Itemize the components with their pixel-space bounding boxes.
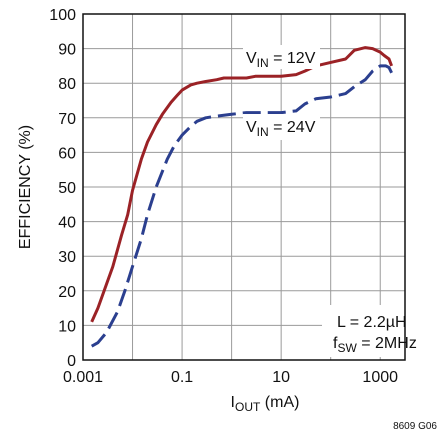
x-tick-label: 0.1 — [171, 369, 193, 386]
y-tick-label: 80 — [58, 76, 76, 93]
conditions-annotation: L = 2.2µH fSW = 2MHz — [322, 305, 417, 357]
x-tick-label: 1000 — [362, 369, 398, 386]
x-tick-label: 0.001 — [63, 369, 103, 386]
x-tick-label: 10 — [272, 369, 290, 386]
series-label-vin-24v: VIN = 24V — [243, 114, 320, 140]
y-tick-label: 60 — [58, 145, 76, 162]
inductor-annotation: L = 2.2µH — [337, 314, 407, 331]
y-tick-label: 50 — [58, 180, 76, 197]
series-line-vin-24v — [90, 64, 393, 348]
y-tick-label: 40 — [58, 215, 76, 232]
y-tick-label: 30 — [58, 249, 76, 266]
y-axis-label: EFFICIENCY (%) — [17, 125, 34, 249]
y-tick-label: 20 — [58, 284, 76, 301]
frequency-annotation: fSW = 2MHz — [333, 335, 417, 355]
y-tick-label: 0 — [67, 353, 76, 370]
series-label-vin-12v: VIN = 12V — [243, 45, 320, 70]
y-tick-labels: 0 10 20 30 40 50 60 70 80 90 100 — [49, 7, 76, 370]
series-layer — [90, 46, 394, 348]
y-tick-label: 90 — [58, 42, 76, 59]
y-tick-label: 100 — [49, 7, 76, 24]
x-axis-label: IOUT (mA) — [231, 394, 300, 414]
y-tick-label: 70 — [58, 111, 76, 128]
svg-text:VIN = 24V: VIN = 24V — [246, 119, 316, 139]
y-tick-label: 10 — [58, 318, 76, 335]
figure-id: 8609 G06 — [393, 421, 437, 432]
svg-text:VIN = 12V: VIN = 12V — [246, 50, 316, 70]
x-tick-labels: 0.001 0.1 10 1000 — [63, 369, 398, 386]
plot-frame — [82, 13, 406, 361]
series-line-vin-12v — [90, 46, 394, 323]
